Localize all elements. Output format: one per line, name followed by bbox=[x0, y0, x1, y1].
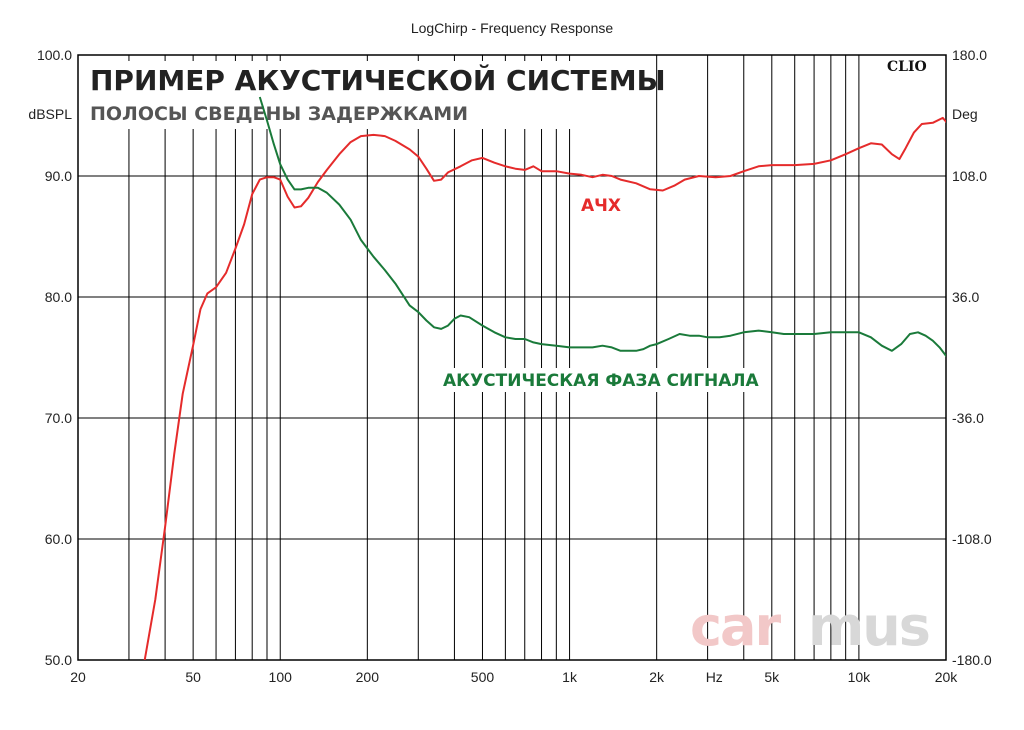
y-axis-left-label: dBSPL bbox=[28, 106, 72, 122]
subheading: ПОЛОСЫ СВЕДЕНЫ ЗАДЕРЖКАМИ bbox=[90, 103, 468, 125]
series-label-frequency-response: АЧХ bbox=[581, 196, 621, 216]
y-tick-label-right: 36.0 bbox=[952, 289, 979, 305]
x-tick-label: 50 bbox=[185, 669, 201, 685]
grid bbox=[78, 55, 946, 660]
watermark-part-1: car bbox=[690, 595, 781, 658]
x-axis: 20 50 100 200 500 1k 2k 5k 10k 20k Hz bbox=[70, 669, 958, 685]
heading-backdrop bbox=[86, 61, 642, 129]
series-label-acoustic-phase: АКУСТИЧЕСКАЯ ФАЗА СИГНАЛА bbox=[443, 371, 760, 391]
heading: ПРИМЕР АКУСТИЧЕСКОЙ СИСТЕМЫ bbox=[90, 63, 666, 97]
y-axis-right: 180.0 108.0 36.0 -36.0 -108.0 -180.0 bbox=[952, 47, 992, 668]
x-tick-label: 500 bbox=[471, 669, 495, 685]
y-axis-right-label: Deg bbox=[952, 106, 978, 122]
y-tick-label-right: 180.0 bbox=[952, 47, 987, 63]
frequency-response-line bbox=[143, 116, 946, 660]
x-tick-label: 200 bbox=[356, 669, 380, 685]
x-tick-label: 20k bbox=[935, 669, 959, 685]
label-backdrop-red bbox=[576, 194, 626, 216]
watermark: car mus bbox=[690, 595, 931, 658]
x-tick-label: 10k bbox=[848, 669, 872, 685]
y-tick-label-right: 108.0 bbox=[952, 168, 987, 184]
y-tick-label-left: 90.0 bbox=[45, 168, 72, 184]
y-tick-label-left: 70.0 bbox=[45, 410, 72, 426]
y-tick-label-left: 60.0 bbox=[45, 531, 72, 547]
watermark-part-2: mus bbox=[808, 595, 929, 658]
x-tick-label: 20 bbox=[70, 669, 86, 685]
series-layer bbox=[143, 96, 946, 660]
y-tick-label-right: -36.0 bbox=[952, 410, 984, 426]
y-tick-label-left: 80.0 bbox=[45, 289, 72, 305]
x-axis-unit-label: Hz bbox=[706, 669, 723, 685]
x-tick-label: 1k bbox=[562, 669, 578, 685]
chart-title: LogChirp - Frequency Response bbox=[411, 20, 614, 36]
y-tick-label-right: -180.0 bbox=[952, 652, 992, 668]
plot-frame bbox=[77, 54, 947, 661]
brand-mark: CLIO bbox=[887, 59, 927, 75]
x-tick-label: 100 bbox=[269, 669, 293, 685]
label-backdrop-green bbox=[438, 368, 768, 392]
acoustic-phase-line bbox=[258, 96, 946, 358]
x-tick-label: 2k bbox=[649, 669, 665, 685]
x-tick-label: 5k bbox=[764, 669, 780, 685]
y-tick-label-left: 100.0 bbox=[37, 47, 72, 63]
y-tick-label-right: -108.0 bbox=[952, 531, 992, 547]
y-axis-left: 100.0 90.0 80.0 70.0 60.0 50.0 bbox=[37, 47, 72, 668]
y-tick-label-left: 50.0 bbox=[45, 652, 72, 668]
